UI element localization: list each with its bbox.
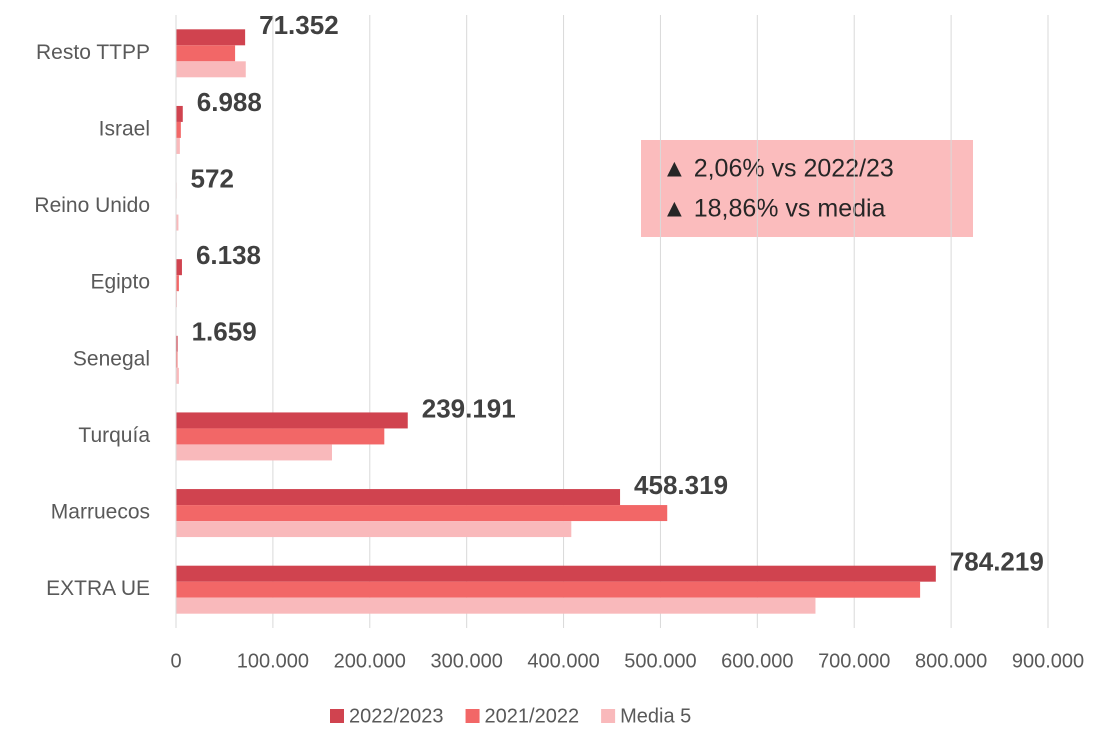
bar [176,367,179,384]
legend-label: 2022/2023 [349,705,444,727]
bar [176,214,179,231]
bar [176,351,178,368]
x-tick-label: 800.000 [915,650,987,672]
data-label: 572 [191,163,234,193]
bar [176,489,621,506]
bar [176,428,385,445]
data-label: 6.988 [197,87,262,117]
x-tick-label: 600.000 [721,650,793,672]
bar [176,29,246,46]
x-tick-label: 500.000 [624,650,696,672]
bar [176,521,572,538]
data-label: 784.219 [950,547,1044,577]
annotation: ▲ 2,06% vs 2022/23 [662,155,894,183]
x-tick-label: 200.000 [334,650,406,672]
y-tick-label: Senegal [73,347,150,370]
data-label: 239.191 [422,393,516,423]
y-tick-label: Egipto [90,271,150,294]
x-tick-label: 100.000 [237,650,309,672]
legend-swatch [465,709,480,723]
annotation-box [641,140,973,237]
x-tick-label: 400.000 [527,650,599,672]
data-label: 458.319 [634,470,728,500]
bar [176,61,246,78]
legend-swatch [330,709,344,723]
bar [176,121,181,138]
x-tick-label: 0 [170,650,181,672]
data-label: 6.138 [196,240,261,270]
annotation: ▲ 18,86% vs media [662,195,886,223]
y-tick-label: Turquía [78,424,150,447]
bar [176,597,816,614]
bar [176,137,180,154]
legend-label: 2021/2022 [485,705,580,727]
data-label: 1.659 [192,317,257,347]
bar [176,275,179,292]
legend-label: Media 5 [620,705,691,727]
y-tick-label: EXTRA UE [46,577,150,600]
bar [176,45,236,62]
x-tick-label: 300.000 [431,650,503,672]
bar [176,581,921,598]
bar [176,565,936,582]
bar [176,105,183,122]
y-tick-label: Resto TTPP [36,41,150,64]
legend-swatch [601,709,616,723]
x-tick-label: 900.000 [1012,650,1084,672]
bar [176,412,408,429]
y-tick-label: Israel [99,117,150,140]
bar [176,259,182,276]
x-tick-label: 700.000 [818,650,890,672]
y-tick-label: Marruecos [51,501,150,524]
y-tick-label: Reino Unido [34,194,150,217]
bar [176,335,178,352]
data-label: 71.352 [259,10,339,40]
bar [176,444,332,461]
bar [176,505,668,522]
